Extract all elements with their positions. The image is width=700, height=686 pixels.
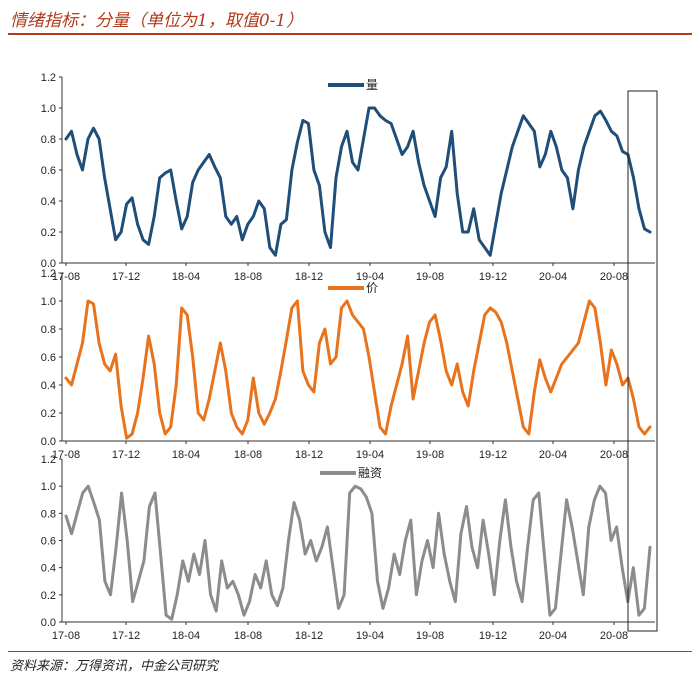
x-tick-label: 19-08 <box>416 630 444 642</box>
x-tick-label: 17-12 <box>112 449 140 461</box>
x-tick-label: 19-12 <box>479 449 507 461</box>
x-tick-label: 20-04 <box>539 271 567 283</box>
y-tick-label: 1.0 <box>41 103 56 115</box>
x-tick-label: 17-08 <box>52 630 80 642</box>
y-tick-label: 1.2 <box>41 454 56 466</box>
x-tick-label: 19-12 <box>479 271 507 283</box>
y-tick-label: 0.4 <box>41 563 56 575</box>
y-tick-label: 0.2 <box>41 408 56 420</box>
x-tick-label: 17-12 <box>112 271 140 283</box>
y-tick-label: 0.2 <box>41 590 56 602</box>
x-tick-label: 18-08 <box>234 449 262 461</box>
series-line-价 <box>64 299 652 440</box>
y-tick-label: 0.6 <box>41 352 56 364</box>
x-tick-label: 20-08 <box>600 271 628 283</box>
y-tick-label: 0.8 <box>41 134 56 146</box>
y-tick-label: 0.6 <box>41 165 56 177</box>
legend-label: 价 <box>366 281 378 295</box>
y-tick-label: 1.0 <box>41 296 56 308</box>
series-line-量 <box>64 106 652 257</box>
y-tick-label: 0.6 <box>41 536 56 548</box>
x-tick-label: 17-12 <box>112 630 140 642</box>
y-tick-label: 0.0 <box>41 258 56 270</box>
x-tick-label: 19-04 <box>356 630 384 642</box>
x-tick-label: 19-04 <box>356 271 384 283</box>
y-tick-label: 1.2 <box>41 268 56 280</box>
y-tick-label: 0.4 <box>41 380 56 392</box>
x-tick-label: 18-12 <box>295 630 323 642</box>
x-tick-label: 19-08 <box>416 449 444 461</box>
legend-label: 融资 <box>358 466 382 480</box>
x-tick-label: 18-08 <box>234 630 262 642</box>
source-note: 资料来源：万得资讯，中金公司研究 <box>10 659 219 674</box>
source-rule <box>8 651 692 652</box>
x-tick-label: 19-12 <box>479 630 507 642</box>
y-tick-label: 0.0 <box>41 617 56 629</box>
y-tick-label: 0.4 <box>41 196 56 208</box>
y-tick-label: 1.0 <box>41 481 56 493</box>
y-tick-label: 0.8 <box>41 324 56 336</box>
x-tick-label: 17-08 <box>52 449 80 461</box>
y-tick-label: 1.2 <box>41 72 56 84</box>
x-tick-label: 18-04 <box>172 449 200 461</box>
title-rule <box>8 33 692 35</box>
y-tick-label: 0.2 <box>41 227 56 239</box>
x-tick-label: 18-12 <box>295 449 323 461</box>
series-line-融资 <box>64 484 652 621</box>
y-tick-label: 0.8 <box>41 508 56 520</box>
x-tick-label: 18-04 <box>172 271 200 283</box>
legend-label: 量 <box>366 78 378 92</box>
x-tick-label: 18-04 <box>172 630 200 642</box>
x-tick-label: 20-04 <box>539 449 567 461</box>
x-tick-label: 17-08 <box>52 271 80 283</box>
x-tick-label: 18-12 <box>295 271 323 283</box>
x-tick-label: 19-04 <box>356 449 384 461</box>
x-tick-label: 20-08 <box>600 449 628 461</box>
x-tick-label: 19-08 <box>416 271 444 283</box>
y-tick-label: 0.0 <box>41 436 56 448</box>
x-tick-label: 20-08 <box>600 630 628 642</box>
chart-title: 情绪指标：分量（单位为1，取值0-1） <box>10 11 304 31</box>
x-tick-label: 20-04 <box>539 630 567 642</box>
highlight-box <box>627 90 658 632</box>
x-tick-label: 18-08 <box>234 271 262 283</box>
